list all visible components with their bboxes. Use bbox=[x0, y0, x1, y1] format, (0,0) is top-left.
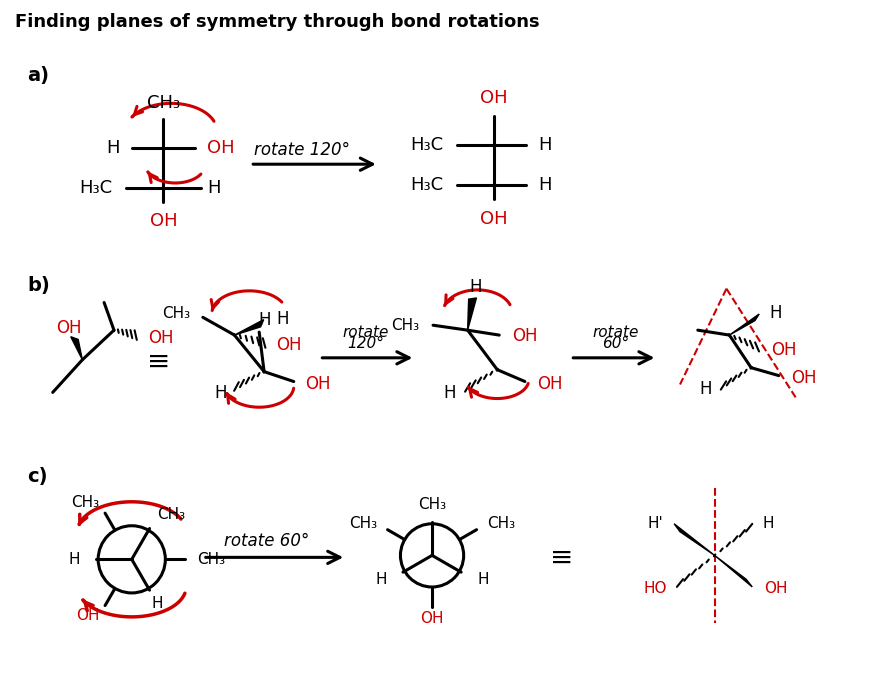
Polygon shape bbox=[715, 556, 753, 587]
Text: CH₃: CH₃ bbox=[487, 517, 515, 531]
Text: ≡: ≡ bbox=[147, 348, 170, 376]
Text: CH₃: CH₃ bbox=[350, 517, 378, 531]
Text: CH₃: CH₃ bbox=[147, 94, 180, 112]
Text: H: H bbox=[214, 384, 226, 403]
Text: CH₃: CH₃ bbox=[418, 497, 446, 512]
Text: CH₃: CH₃ bbox=[391, 318, 420, 333]
Text: CH₃: CH₃ bbox=[197, 552, 225, 567]
Text: H: H bbox=[207, 179, 220, 197]
Text: OH: OH bbox=[771, 341, 796, 359]
Text: HO: HO bbox=[643, 582, 667, 596]
Polygon shape bbox=[674, 523, 715, 556]
Text: H: H bbox=[469, 278, 482, 296]
Text: OH: OH bbox=[149, 329, 174, 347]
Polygon shape bbox=[468, 298, 476, 330]
Text: OH: OH bbox=[276, 336, 302, 354]
Text: H: H bbox=[699, 381, 711, 399]
Text: rotate: rotate bbox=[593, 324, 639, 340]
Text: b): b) bbox=[27, 276, 50, 295]
Text: H: H bbox=[69, 552, 80, 567]
Text: H: H bbox=[762, 517, 773, 531]
Text: OH: OH bbox=[481, 209, 508, 228]
Text: OH: OH bbox=[149, 213, 177, 230]
Text: rotate 60°: rotate 60° bbox=[225, 532, 309, 549]
Text: H₃C: H₃C bbox=[410, 137, 443, 154]
Text: H: H bbox=[477, 571, 489, 587]
Text: a): a) bbox=[27, 66, 49, 85]
Text: OH: OH bbox=[512, 327, 538, 345]
Polygon shape bbox=[730, 314, 760, 335]
Text: H: H bbox=[443, 384, 455, 403]
Text: H: H bbox=[152, 596, 163, 611]
Text: Finding planes of symmetry through bond rotations: Finding planes of symmetry through bond … bbox=[15, 13, 540, 31]
Text: H: H bbox=[376, 571, 387, 587]
Text: c): c) bbox=[27, 467, 47, 486]
Text: ≡: ≡ bbox=[550, 543, 573, 571]
Text: H₃C: H₃C bbox=[410, 176, 443, 194]
Text: OH: OH bbox=[764, 582, 787, 596]
Text: OH: OH bbox=[791, 368, 816, 387]
Text: H: H bbox=[276, 310, 288, 329]
Text: CH₃: CH₃ bbox=[162, 306, 190, 321]
Text: rotate: rotate bbox=[343, 324, 389, 340]
Polygon shape bbox=[71, 337, 82, 359]
Polygon shape bbox=[234, 320, 264, 335]
Text: OH: OH bbox=[56, 319, 81, 338]
Text: H: H bbox=[538, 176, 551, 194]
Text: OH: OH bbox=[420, 611, 444, 626]
Text: CH₃: CH₃ bbox=[157, 508, 185, 522]
Text: OH: OH bbox=[207, 139, 234, 157]
Text: H: H bbox=[107, 139, 120, 157]
Text: H₃C: H₃C bbox=[79, 179, 112, 197]
Text: H': H' bbox=[648, 517, 663, 531]
Text: 60°: 60° bbox=[602, 337, 629, 351]
Text: OH: OH bbox=[537, 375, 562, 392]
Text: H: H bbox=[258, 311, 270, 329]
Text: H: H bbox=[538, 137, 551, 154]
Text: OH: OH bbox=[481, 89, 508, 107]
Text: OH: OH bbox=[76, 608, 99, 624]
Text: H: H bbox=[769, 305, 781, 322]
Text: 120°: 120° bbox=[348, 337, 385, 351]
Text: rotate 120°: rotate 120° bbox=[253, 141, 350, 159]
Text: CH₃: CH₃ bbox=[71, 495, 99, 510]
Text: OH: OH bbox=[306, 375, 331, 392]
